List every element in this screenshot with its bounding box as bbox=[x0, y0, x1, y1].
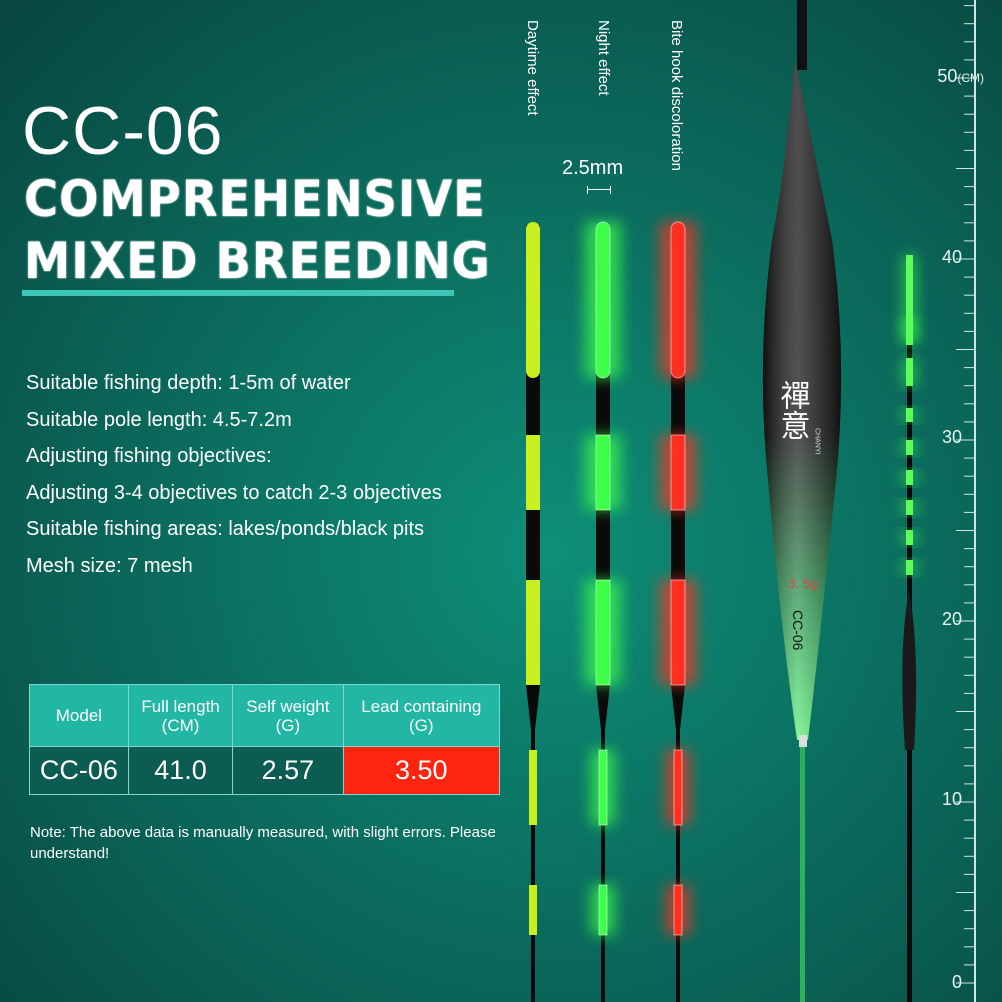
main-float: 禪意 CHANYI 3. 5g CC-06 bbox=[762, 0, 842, 1002]
lit-segment bbox=[673, 884, 683, 936]
header-lead: Lead containing (G) bbox=[342, 684, 501, 747]
ruler-label-10: 10 bbox=[941, 789, 962, 809]
lit-segment bbox=[598, 749, 608, 826]
lit-segment bbox=[595, 579, 611, 686]
spec-item: Suitable fishing depth: 1-5m of water bbox=[26, 372, 351, 394]
label-bite: Bite hook discoloration bbox=[668, 20, 685, 171]
ruler-label-50: 50(CM) bbox=[937, 66, 984, 86]
float-brand-en: CHANYI bbox=[814, 428, 821, 455]
lit-segment bbox=[526, 222, 540, 378]
stick-stem bbox=[596, 685, 610, 1002]
lit-segment bbox=[670, 579, 686, 686]
small-lit-segment bbox=[906, 530, 913, 545]
small-float bbox=[902, 255, 917, 1002]
lit-segment bbox=[673, 749, 683, 826]
note: Note: The above data is manually measure… bbox=[30, 824, 496, 862]
small-lit-segment bbox=[906, 560, 913, 575]
cell-weight: 2.57 bbox=[232, 746, 344, 795]
cell-length: 41.0 bbox=[127, 746, 234, 795]
lit-segment bbox=[526, 435, 540, 510]
cell-model: CC-06 bbox=[29, 746, 129, 795]
small-lit-segment bbox=[906, 470, 913, 485]
float-model: CC-06 bbox=[790, 610, 806, 651]
stick-stem bbox=[526, 685, 540, 1002]
float-stick-bite bbox=[660, 221, 696, 1002]
table-row: CC-06 41.0 2.57 3.50 bbox=[29, 746, 501, 795]
lit-segment bbox=[670, 434, 686, 511]
ruler-label-30: 30 bbox=[941, 427, 962, 447]
spec-item: Mesh size: 7 mesh bbox=[26, 554, 193, 577]
headline-line-2: MIXED BREEDING bbox=[24, 232, 491, 290]
model-title: CC-06 bbox=[22, 93, 224, 169]
small-lit-segment bbox=[906, 500, 913, 515]
ruler-label-20: 20 bbox=[941, 609, 962, 629]
lit-segment bbox=[529, 885, 537, 935]
small-lit-segment bbox=[906, 358, 913, 386]
spec-item: Adjusting fishing objectives: bbox=[26, 445, 272, 467]
float-stick-night bbox=[585, 221, 621, 1002]
ruler-line bbox=[974, 0, 976, 1002]
lit-segment bbox=[529, 750, 537, 825]
header-length: Full length (CM) bbox=[127, 684, 234, 747]
small-lit-segment bbox=[906, 255, 913, 345]
headline-underline bbox=[22, 290, 454, 296]
small-lit-segment bbox=[906, 440, 913, 455]
tip-diameter: 2.5mm bbox=[562, 157, 624, 179]
lit-segment bbox=[598, 884, 608, 936]
stick-stem bbox=[671, 685, 685, 1002]
spec-item: Adjusting 3-4 objectives to catch 2-3 ob… bbox=[26, 481, 442, 504]
dimension-marker bbox=[587, 186, 611, 194]
float-weight: 3. 5g bbox=[789, 576, 818, 591]
ruler-label-0: 0 bbox=[951, 972, 962, 992]
float-brand-cn: 禪意 bbox=[776, 380, 811, 440]
small-float-body bbox=[902, 590, 917, 750]
small-lit-segment bbox=[906, 318, 913, 340]
float-stick-daytime bbox=[526, 222, 540, 1002]
lit-segment bbox=[526, 580, 540, 685]
lit-segment bbox=[670, 221, 686, 379]
spec-item: Suitable pole length: 4.5-7.2m bbox=[26, 408, 292, 431]
small-lit-segment bbox=[906, 408, 913, 422]
header-weight: Self weight (G) bbox=[232, 684, 344, 747]
spec-item: Suitable fishing areas: lakes/ponds/blac… bbox=[26, 518, 425, 540]
spec-list: Suitable fishing depth: 1-5m of water Su… bbox=[26, 365, 442, 584]
ruler bbox=[956, 5, 975, 984]
lit-segment bbox=[595, 434, 611, 511]
lit-segment bbox=[595, 221, 611, 379]
label-daytime: Daytime effect bbox=[524, 20, 541, 116]
headline-line-1: COMPREHENSIVE bbox=[24, 170, 486, 228]
spec-table: Model Full length (CM) Self weight (G) Lea… bbox=[29, 684, 501, 795]
label-night: Night effect bbox=[595, 20, 612, 96]
ruler-label-40: 40 bbox=[941, 247, 962, 267]
cell-lead: 3.50 bbox=[342, 746, 501, 795]
